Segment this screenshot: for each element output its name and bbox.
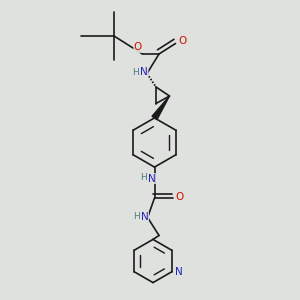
Text: H: H	[133, 212, 140, 221]
Text: H: H	[132, 68, 139, 77]
Text: N: N	[140, 67, 148, 77]
Text: N: N	[175, 267, 183, 277]
Text: O: O	[134, 42, 142, 52]
Text: N: N	[148, 173, 155, 184]
Polygon shape	[152, 96, 169, 120]
Text: O: O	[178, 36, 186, 46]
Text: N: N	[141, 212, 148, 223]
Text: O: O	[176, 191, 184, 202]
Text: H: H	[140, 173, 146, 182]
